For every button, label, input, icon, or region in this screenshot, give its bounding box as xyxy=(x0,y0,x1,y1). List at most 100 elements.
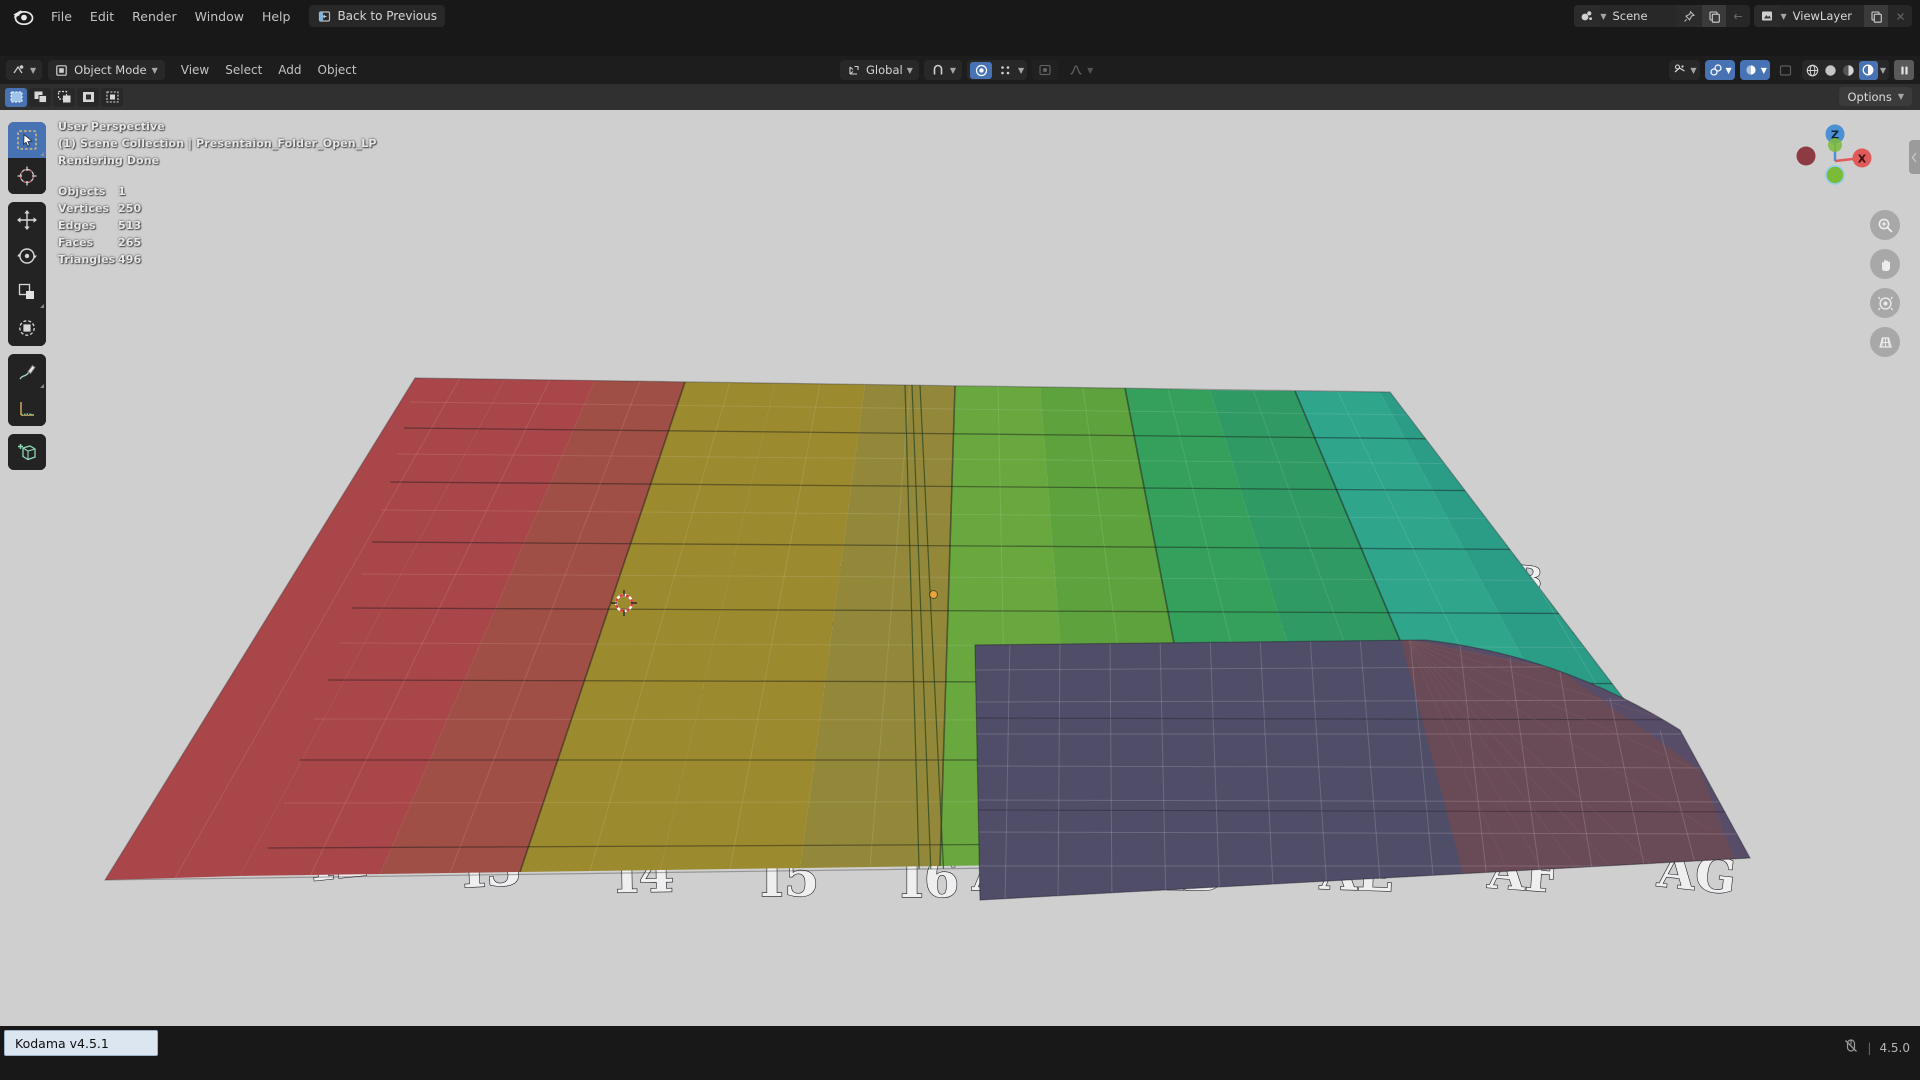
viewport-header: ▼ Object Mode ▼ View Select Add Object xyxy=(0,56,1920,84)
scene-statistics: Objects 1 Vertices 250 Edges 513 Faces 265 T… xyxy=(58,183,377,268)
snap-target-button[interactable] xyxy=(1032,60,1059,80)
magnet-icon xyxy=(930,62,946,78)
transform-orientation-icon xyxy=(846,62,862,78)
tool-tweak-select-box[interactable] xyxy=(8,122,46,158)
sidebar-toggle-arrow-icon[interactable] xyxy=(1909,140,1920,174)
falloff-curve-chevron-down-icon: ▼ xyxy=(1087,65,1094,75)
tool-measure[interactable] xyxy=(8,390,46,426)
stat-value: 496 xyxy=(118,253,142,266)
cursor-3d-icon xyxy=(611,590,637,616)
viewport-navigation-buttons xyxy=(1870,210,1900,357)
new-viewlayer-icon[interactable] xyxy=(1864,5,1888,27)
tool-cursor[interactable] xyxy=(8,158,46,194)
falloff-curve-icon[interactable]: ▼ xyxy=(1063,60,1099,80)
show-overlays-group: ▼ xyxy=(1704,60,1735,80)
tool-add-cube[interactable] xyxy=(8,434,46,470)
show-gizmo-chevron-down-icon[interactable]: ▼ xyxy=(1690,65,1697,75)
select-mode-set-icon[interactable] xyxy=(5,87,27,107)
back-to-previous-label: Back to Previous xyxy=(337,9,437,23)
show-overlays-chevron-down-icon[interactable]: ▼ xyxy=(1725,65,1732,75)
stat-value: 513 xyxy=(118,219,142,232)
menu-file[interactable]: File xyxy=(51,8,72,24)
viewport-header-center: Global ▼ ▼ xyxy=(840,56,1099,84)
xray-chevron-down-icon[interactable]: ▼ xyxy=(1760,65,1767,75)
svg-text:Z: Z xyxy=(1831,129,1839,142)
transform-orientation-label: Global xyxy=(866,63,903,77)
menu-window[interactable]: Window xyxy=(194,8,244,24)
viewlayer-name: ViewLayer xyxy=(1792,9,1852,23)
tool-scale[interactable] xyxy=(8,274,46,310)
select-mode-intersect-icon[interactable] xyxy=(101,87,123,107)
show-gizmo-group: ▼ xyxy=(1669,60,1700,80)
viewport-shading-wireframe-icon[interactable] xyxy=(1775,62,1797,78)
tool-annotate[interactable] xyxy=(8,354,46,390)
navigation-gizmo[interactable]: Z X xyxy=(1792,118,1878,204)
object-mode-label: Object Mode xyxy=(74,63,147,77)
zoom-view-icon[interactable] xyxy=(1870,210,1900,240)
viewlayer-chevron-down-icon: ▼ xyxy=(1780,11,1787,21)
proportional-edit-toggle[interactable] xyxy=(970,61,992,79)
viewport-toolbar xyxy=(8,122,46,470)
stat-value: 1 xyxy=(118,185,126,198)
transform-orientation-selector[interactable]: Global ▼ xyxy=(840,60,919,80)
collection-object-label: (1) Scene Collection | Presentaion_Folde… xyxy=(58,137,377,150)
object-mode-selector[interactable]: Object Mode ▼ xyxy=(48,60,165,80)
shading-mode-group: ▼ xyxy=(1801,60,1889,80)
toggle-perspective-ortho-icon[interactable] xyxy=(1870,327,1900,357)
toolbar-group-add xyxy=(8,434,46,470)
blender-logo-icon[interactable] xyxy=(10,3,36,29)
viewport-shading-material-icon[interactable] xyxy=(1841,62,1857,78)
back-to-previous-button[interactable]: Back to Previous xyxy=(309,5,445,27)
vp-menu-object[interactable]: Object xyxy=(317,63,357,77)
tool-transform[interactable] xyxy=(8,310,46,346)
shading-options-chevron-down-icon[interactable]: ▼ xyxy=(1879,65,1886,75)
topbar-right-controls: ▼ Scene xyxy=(1574,0,1912,32)
remove-viewlayer-icon[interactable] xyxy=(1888,5,1912,27)
menu-render[interactable]: Render xyxy=(132,8,177,24)
unlink-scene-icon[interactable] xyxy=(1726,5,1751,27)
proportional-falloff-icon[interactable] xyxy=(994,62,1016,79)
menu-help[interactable]: Help xyxy=(261,8,291,24)
pin-icon[interactable] xyxy=(1676,5,1703,27)
vp-menu-view[interactable]: View xyxy=(180,63,210,77)
select-mode-invert-icon[interactable] xyxy=(77,87,99,107)
viewport-shading-rendered-icon[interactable] xyxy=(1858,60,1878,80)
show-overlays-icon[interactable] xyxy=(1708,62,1724,78)
taskbar-item-kodama[interactable]: Kodama v4.5.1 xyxy=(4,1030,158,1056)
vp-menu-add[interactable]: Add xyxy=(278,63,302,77)
viewlayer-selector[interactable]: ▼ ViewLayer xyxy=(1754,5,1912,27)
tool-rotate[interactable] xyxy=(8,238,46,274)
viewport-shading-wireframe-sphere-icon[interactable] xyxy=(1805,62,1821,78)
scene-selector[interactable]: ▼ Scene xyxy=(1574,5,1751,27)
new-scene-icon[interactable] xyxy=(1702,5,1727,27)
select-mode-subtract-icon[interactable] xyxy=(53,87,75,107)
mouse-disabled-icon xyxy=(1843,1038,1859,1057)
status-separator: | xyxy=(1867,1040,1872,1055)
render-status-label: Rendering Done xyxy=(58,154,160,167)
menu-edit[interactable]: Edit xyxy=(89,8,115,24)
tool-move[interactable] xyxy=(8,202,46,238)
scene-chevron-down-icon: ▼ xyxy=(1600,11,1607,21)
pause-render-icon[interactable] xyxy=(1894,60,1914,80)
3d-viewport[interactable]: P1 P2 P3 P4 P5 P6 P7 P8 P9 PA PB O1 O2 O… xyxy=(0,110,1920,1026)
camera-view-icon[interactable] xyxy=(1870,288,1900,318)
select-mode-extend-icon[interactable] xyxy=(29,87,51,107)
editor-type-3dviewport-icon[interactable]: ▼ xyxy=(6,60,43,80)
vp-menu-select[interactable]: Select xyxy=(225,63,263,77)
viewlayer-icon xyxy=(1754,5,1781,27)
status-bar: Kodama v4.5.1 | 4.5.0 xyxy=(0,1026,1920,1080)
scene-name: Scene xyxy=(1612,9,1648,23)
stat-value: 250 xyxy=(118,202,142,215)
stat-label: Triangles xyxy=(58,253,116,266)
xray-toggle-icon[interactable] xyxy=(1743,62,1759,78)
snap-toggle[interactable]: ▼ xyxy=(923,60,962,80)
editor-type-chevron-down-icon: ▼ xyxy=(30,65,37,75)
pan-view-icon[interactable] xyxy=(1870,249,1900,279)
select-mode-group xyxy=(5,87,123,107)
object-mode-chevron-down-icon: ▼ xyxy=(151,65,158,75)
viewport-shading-solid-icon[interactable] xyxy=(1823,62,1839,78)
back-to-previous-icon xyxy=(317,9,332,24)
options-dropdown[interactable]: Options ▼ xyxy=(1839,87,1912,106)
show-gizmo-icon[interactable] xyxy=(1672,62,1688,78)
